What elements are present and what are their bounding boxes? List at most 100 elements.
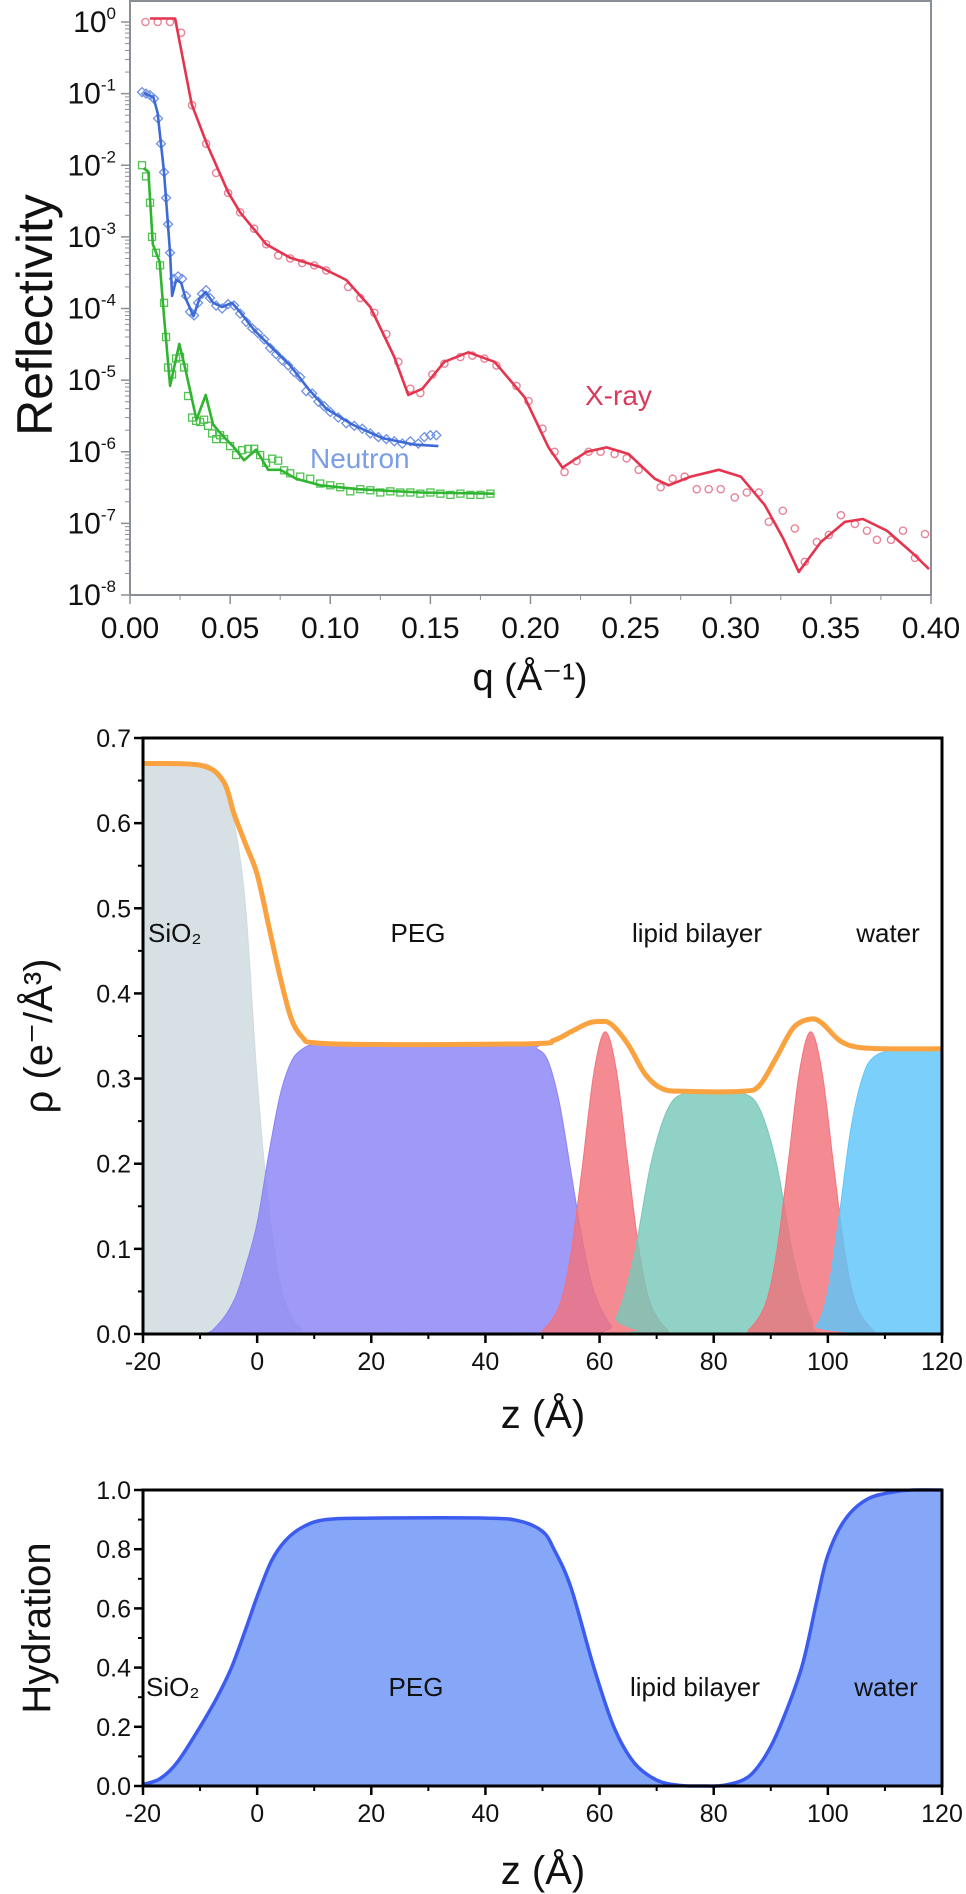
hydration-label-sio2: SiO₂ [146, 1672, 199, 1702]
hydration-x-tick-label: 120 [921, 1800, 963, 1828]
xray-data-point [668, 474, 677, 484]
density-x-tick-label: 120 [921, 1348, 963, 1376]
neutron-data-point [412, 438, 424, 450]
hydration-y-tick-label: 0.4 [96, 1655, 131, 1683]
xray-data-point [836, 510, 846, 520]
y-tick-label: 100 [73, 4, 116, 39]
green-data-point [243, 444, 253, 453]
xray-data-point [824, 530, 834, 540]
density-label-sio2: SiO₂ [148, 918, 201, 948]
xray-data-point [920, 529, 930, 539]
neutron-data-point [418, 431, 430, 443]
density-y-label: ρ (e⁻/Å³) [16, 959, 61, 1114]
xray-data-point [141, 17, 150, 27]
density-y-tick-label: 0.5 [96, 895, 131, 923]
hydration-panel: 0.0 0.2 0.4 0.6 0.8 1.0 -20 0 20 40 60 80 100 120 [96, 1477, 963, 1828]
xray-data-point [872, 535, 882, 545]
hydration-x-tick-label: 100 [807, 1800, 849, 1828]
xray-fit-line [150, 17, 930, 574]
hydration-label-peg: PEG [389, 1672, 444, 1702]
hydration-area [143, 1489, 942, 1787]
y-tick-label: 10-7 [68, 505, 117, 540]
reflectivity-y-label: Reflectivity [7, 194, 63, 436]
green-data-point [466, 490, 475, 500]
density-x-tick-label: 0 [250, 1348, 264, 1376]
x-tick-label: 0.10 [301, 612, 359, 645]
xray-annotation: X-ray [585, 380, 652, 411]
density-x-tick-label: 80 [700, 1348, 728, 1376]
hydration-x-tick-label: -20 [125, 1800, 161, 1828]
density-y-tick-label: 0.2 [96, 1151, 131, 1179]
green-data-point [237, 446, 247, 455]
density-y-tick-label: 0.0 [96, 1321, 131, 1349]
y-tick-label: 10-2 [68, 147, 117, 182]
hydration-x-tick-label: 0 [250, 1800, 264, 1828]
xray-data-point [862, 526, 872, 536]
xray-data-point [704, 484, 714, 494]
hydration-x-tick-label: 80 [700, 1800, 728, 1828]
x-tick-label: 0.20 [501, 612, 559, 645]
xray-data-point [790, 524, 800, 533]
xray-data-point [492, 361, 501, 370]
hydration-label-lipid: lipid bilayer [630, 1672, 760, 1702]
green-fit-line [142, 167, 495, 495]
total-curve [142, 760, 943, 1095]
y-tick-label: 10-3 [68, 219, 117, 254]
hydration-curve [142, 1488, 943, 1788]
x-tick-label: 0.00 [101, 612, 159, 645]
density-label-lipid: lipid bilayer [632, 918, 762, 948]
neutron-data-point [430, 429, 442, 441]
xray-data-point [634, 465, 643, 475]
hydration-y-tick-label: 1.0 [96, 1477, 131, 1505]
neutron-data-point [192, 297, 204, 309]
neutron-data-point [270, 348, 282, 360]
xray-data-point [730, 493, 740, 502]
xray-data-point [742, 488, 752, 497]
neutron-data-point [404, 435, 416, 447]
xray-data-point [764, 517, 774, 527]
density-y-tick-label: 0.1 [96, 1236, 131, 1264]
neutron-data-point [288, 366, 300, 378]
x-tick-label: 0.35 [802, 612, 860, 645]
hydration-y-tick-label: 0.0 [96, 1773, 131, 1801]
y-tick-label: 10-1 [68, 76, 117, 111]
green-data-point [274, 456, 283, 465]
hydration-y-tick-label: 0.8 [96, 1536, 131, 1564]
reflectivity-x-label: q (Å⁻¹) [472, 655, 587, 699]
x-tick-label: 0.15 [401, 612, 459, 645]
neutron-data-point [306, 388, 318, 399]
xray-data-point [778, 506, 788, 516]
hydration-y-tick-label: 0.6 [96, 1595, 131, 1623]
neutron-data-point [312, 396, 324, 408]
y-tick-label: 10-4 [68, 291, 117, 326]
neutron-data-point [264, 342, 276, 354]
hydration-y-label: Hydration [15, 1542, 59, 1713]
y-tick-label: 10-6 [68, 434, 117, 469]
xray-data-point [249, 224, 259, 234]
xray-data-series [141, 17, 930, 567]
green-data-point [268, 454, 277, 463]
xray-data-point [656, 482, 665, 492]
neutron-data-point [282, 360, 294, 371]
neutron-data-series [136, 86, 442, 450]
hydration-x-tick-label: 60 [586, 1800, 614, 1828]
density-x-tick-label: 100 [807, 1348, 849, 1376]
x-tick-label: 0.40 [902, 612, 960, 645]
xray-data-point [886, 535, 896, 545]
xray-data-point [716, 484, 726, 494]
density-label-water: water [855, 918, 920, 948]
hydration-label-water: water [853, 1672, 918, 1702]
density-y-tick-label: 0.4 [96, 980, 131, 1008]
y-tick-label: 10-5 [68, 362, 117, 397]
hydration-x-label: z (Å) [501, 1848, 585, 1893]
green-data-point [137, 161, 147, 170]
density-x-label: z (Å) [501, 1392, 585, 1437]
neutron-data-point [246, 322, 258, 334]
green-data-point [376, 488, 385, 497]
neutron-data-point [276, 354, 288, 366]
xray-data-point [560, 467, 569, 477]
density-x-tick-label: -20 [125, 1348, 161, 1376]
xray-data-point [235, 208, 245, 217]
neutron-data-point [234, 308, 246, 319]
